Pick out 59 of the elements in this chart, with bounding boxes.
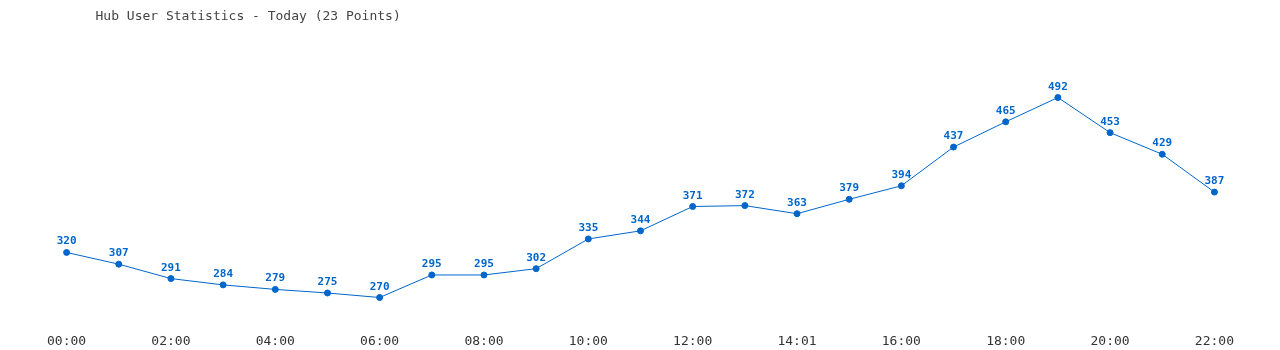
data-label: 372	[734, 187, 755, 201]
point	[271, 285, 279, 293]
data-label: 453	[1100, 114, 1121, 128]
point	[845, 195, 853, 203]
data-label: 465	[995, 103, 1016, 117]
x-tick-label: 06:00	[360, 332, 400, 348]
x-tick-label: 02:00	[151, 332, 191, 348]
point	[637, 227, 644, 235]
x-tick-label: 16:00	[881, 332, 921, 348]
data-label: 302	[526, 250, 547, 264]
data-label: 275	[317, 275, 338, 288]
point	[1210, 188, 1218, 196]
point	[897, 182, 905, 190]
x-tick-label: 04:00	[255, 332, 295, 348]
point	[376, 294, 384, 301]
data-label: 291	[161, 260, 182, 274]
x-tick-label: 14:01	[777, 332, 817, 348]
point	[323, 289, 331, 297]
point	[1158, 150, 1166, 158]
chart-title: Hub User Statistics - Today (23 Points)	[95, 7, 401, 23]
data-label: 371	[682, 188, 703, 202]
data-label: 270	[369, 279, 390, 293]
point	[63, 248, 71, 256]
point	[480, 271, 488, 279]
x-tick-label: 00:00	[47, 332, 87, 348]
data-label: 394	[891, 167, 912, 181]
data-label: 379	[839, 181, 860, 195]
x-tick-label: 18:00	[986, 332, 1026, 348]
point	[1002, 118, 1010, 126]
data-label: 284	[213, 266, 234, 280]
point	[584, 235, 592, 243]
data-label: 387	[1204, 174, 1225, 188]
data-label: 320	[56, 234, 77, 248]
data-label: 295	[421, 256, 442, 270]
point	[741, 202, 749, 210]
point	[689, 203, 697, 210]
data-label: 437	[943, 129, 964, 143]
point	[1106, 129, 1114, 137]
point	[1054, 94, 1062, 101]
x-tick-label: 12:00	[673, 332, 713, 348]
data-label: 295	[474, 256, 494, 270]
point	[950, 143, 958, 151]
x-tick-label: 22:00	[1194, 332, 1234, 348]
point	[532, 265, 540, 273]
data-label: 492	[1047, 79, 1068, 93]
data-label: 363	[787, 195, 807, 209]
x-tick-label: 10:00	[568, 332, 608, 348]
point	[428, 271, 436, 279]
point	[219, 281, 227, 289]
data-label: 429	[1152, 136, 1173, 150]
data-label: 344	[630, 212, 651, 226]
point	[167, 275, 175, 283]
data-label: 335	[578, 220, 599, 234]
x-tick-label: 20:00	[1090, 332, 1130, 348]
data-label: 279	[265, 271, 286, 285]
data-label: 307	[108, 246, 129, 260]
x-tick-label: 08:00	[464, 332, 504, 348]
point	[793, 210, 801, 218]
point	[115, 260, 123, 268]
